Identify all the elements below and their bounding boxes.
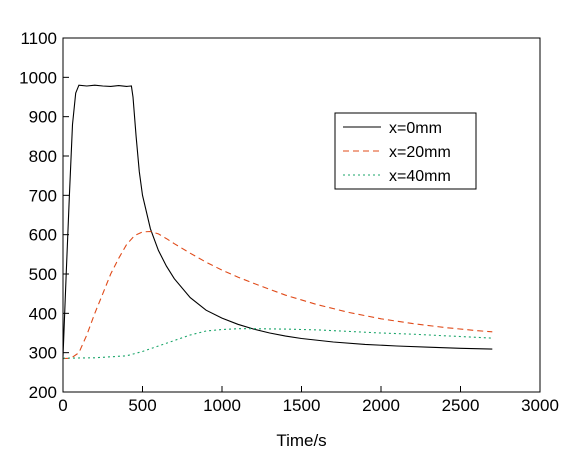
y-tick-label: 200 xyxy=(29,383,57,402)
y-tick-label: 400 xyxy=(29,304,57,323)
y-tick-label: 800 xyxy=(29,147,57,166)
y-tick-label: 300 xyxy=(29,344,57,363)
legend: x=0mm x=20mm x=40mm xyxy=(334,112,477,190)
series-line-2 xyxy=(62,230,493,360)
y-tick-label: 900 xyxy=(29,108,57,127)
x-axis-title: Time/s xyxy=(276,431,326,450)
series-line-1 xyxy=(62,84,493,357)
plot-frame xyxy=(62,37,541,393)
y-tick-label: 600 xyxy=(29,226,57,245)
x-tick-label: 500 xyxy=(128,396,156,415)
legend-label: x=20mm xyxy=(389,144,451,161)
y-tick-label: 1000 xyxy=(19,68,57,87)
x-tick-label: 3000 xyxy=(521,396,559,415)
ticks-layer: 0 500 1000 1500 2000 2500 3000 200 300 400 500 600 7… xyxy=(19,29,559,415)
y-tick-label: 1100 xyxy=(20,29,57,48)
x-tick-label: 1000 xyxy=(203,396,241,415)
y-tick-label: 700 xyxy=(29,186,57,205)
legend-label: x=0mm xyxy=(389,120,442,137)
x-tick-label: 0 xyxy=(58,396,67,415)
x-tick-label: 2000 xyxy=(362,396,400,415)
x-tick-label: 1500 xyxy=(283,396,321,415)
y-tick-label: 500 xyxy=(29,265,57,284)
series-layer xyxy=(62,84,493,360)
series-line-3 xyxy=(62,328,493,359)
legend-label: x=40mm xyxy=(389,168,451,185)
x-tick-label: 2500 xyxy=(442,396,480,415)
